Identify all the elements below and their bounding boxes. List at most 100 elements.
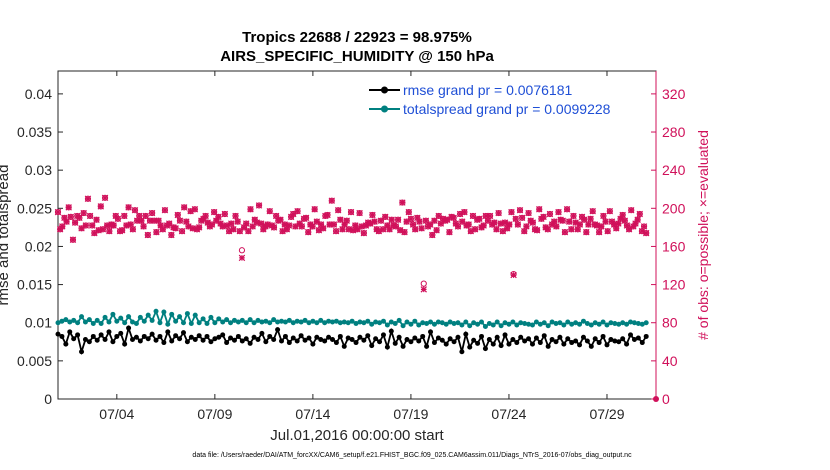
obs-evaluated-point — [253, 219, 261, 226]
totalspread-point — [628, 319, 634, 325]
obs-evaluated-point — [493, 226, 500, 233]
obs-evaluated-point — [110, 222, 117, 229]
rmse-point — [537, 340, 543, 346]
obs-evaluated-point — [623, 222, 631, 229]
obs-evaluated-point — [411, 226, 419, 233]
obs-evaluated-point — [272, 212, 280, 220]
rmse-point — [643, 333, 649, 339]
obs-evaluated-point — [444, 216, 451, 223]
rmse-point — [282, 333, 288, 339]
obs-evaluated-point — [435, 212, 442, 220]
x-axis-label: Jul.01,2016 00:00:00 start — [270, 427, 444, 444]
obs-evaluated-point — [97, 203, 105, 210]
obs-evaluated-point — [446, 228, 453, 236]
y-right-tick-label: 320 — [662, 86, 686, 102]
obs-possible-point — [420, 280, 427, 287]
totalspread-point — [557, 320, 563, 326]
rmse-point — [510, 337, 516, 343]
totalspread-point — [553, 320, 559, 326]
obs-evaluated-point — [172, 225, 179, 232]
y-right-tick-label: 80 — [662, 315, 678, 331]
obs-evaluated-point — [240, 224, 248, 231]
obs-evaluated-point — [264, 221, 271, 228]
obs-evaluated-point — [409, 221, 417, 228]
obs-evaluated-point — [437, 220, 445, 227]
totalspread-point — [63, 317, 69, 323]
obs-evaluated-point — [91, 229, 98, 237]
obs-evaluated-point — [388, 216, 395, 223]
totalspread-point — [263, 318, 269, 324]
rmse-point — [518, 334, 524, 340]
obs-evaluated-point — [54, 208, 62, 216]
rmse-point — [435, 335, 441, 341]
obs-evaluated-point — [69, 236, 77, 243]
obs-evaluated-point — [281, 221, 288, 228]
rmse-point — [114, 333, 120, 339]
obs-evaluated-point — [640, 223, 648, 230]
totalspread-point — [94, 317, 100, 323]
totalspread-point — [196, 320, 202, 326]
obs-evaluated-point — [506, 221, 513, 228]
rmse-point — [502, 332, 508, 338]
obs-evaluated-point — [510, 271, 517, 279]
totalspread-point — [624, 321, 630, 327]
rmse-point — [361, 337, 367, 343]
totalspread-point — [145, 312, 151, 318]
totalspread-point — [247, 317, 253, 323]
obs-evaluated-point — [146, 217, 154, 224]
totalspread-point — [228, 320, 234, 326]
obs-evaluated-point — [142, 212, 149, 220]
rmse-point — [616, 339, 622, 345]
rmse-point — [451, 339, 457, 345]
obs-evaluated-point — [484, 217, 492, 224]
rmse-point — [235, 333, 241, 339]
y-left-tick-label: 0.035 — [17, 124, 52, 140]
obs-evaluated-point — [345, 226, 353, 233]
obs-evaluated-point — [358, 223, 365, 230]
totalspread-point — [455, 320, 461, 326]
rmse-point — [212, 336, 218, 342]
rmse-point — [196, 333, 202, 339]
obs-evaluated-point — [587, 215, 594, 223]
obs-evaluated-point — [392, 223, 400, 230]
rmse-point — [228, 335, 234, 341]
obs-evaluated-point — [151, 217, 158, 224]
rmse-point — [306, 335, 312, 341]
totalspread-point — [141, 318, 147, 324]
rmse-point — [177, 336, 183, 342]
rmse-point — [482, 346, 488, 352]
obs-evaluated-point — [84, 195, 92, 202]
obs-evaluated-point — [123, 222, 130, 229]
totalspread-point — [412, 318, 418, 324]
rmse-point — [494, 334, 500, 340]
rmse-point — [620, 336, 626, 342]
totalspread-point — [514, 322, 520, 328]
x-tick-label: 07/14 — [295, 406, 330, 422]
totalspread-point — [122, 320, 128, 326]
rmse-point — [71, 336, 77, 342]
obs-evaluated-point — [642, 229, 650, 237]
obs-evaluated-point — [236, 227, 244, 235]
obs-evaluated-point — [183, 218, 190, 225]
totalspread-point — [565, 319, 571, 325]
obs-evaluated-point — [59, 223, 66, 230]
y-right-tick-label: 200 — [662, 200, 686, 216]
obs-evaluated-point — [598, 223, 605, 230]
rmse-point — [628, 332, 634, 338]
obs-evaluated-point — [405, 208, 413, 216]
totalspread-point — [267, 320, 273, 326]
obs-evaluated-point — [313, 218, 321, 225]
obs-evaluated-point — [540, 213, 547, 221]
rmse-point — [569, 340, 575, 346]
obs-evaluated-point — [185, 223, 192, 230]
legend-spread-label: totalspread grand pr = 0.0099228 — [403, 101, 611, 117]
totalspread-point — [126, 314, 132, 320]
totalspread-point — [106, 319, 112, 325]
rmse-point — [420, 333, 426, 339]
obs-evaluated-point — [580, 216, 588, 223]
obs-evaluated-point — [480, 222, 487, 229]
totalspread-point — [486, 320, 492, 326]
obs-evaluated-point — [127, 221, 134, 228]
obs-evaluated-point — [133, 217, 141, 224]
totalspread-point — [600, 319, 606, 325]
